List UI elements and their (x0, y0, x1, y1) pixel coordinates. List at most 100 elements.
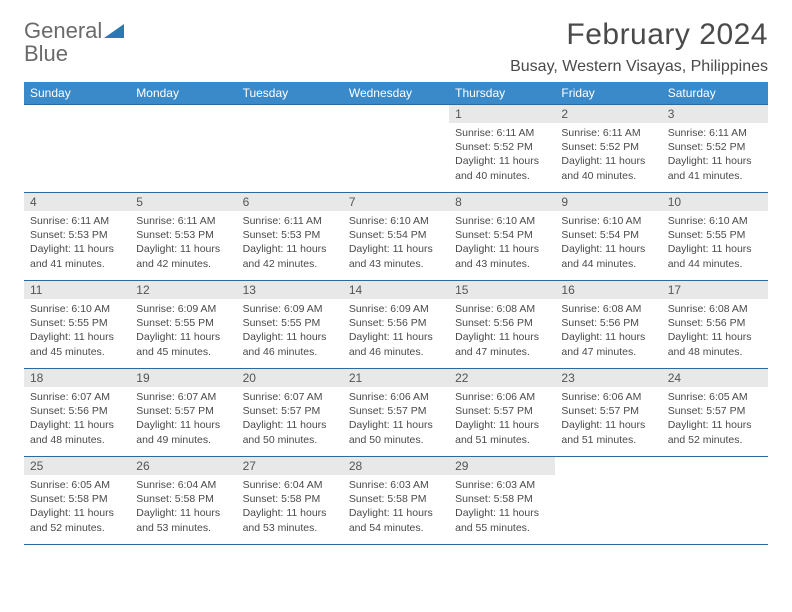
calendar-body: 1Sunrise: 6:11 AMSunset: 5:52 PMDaylight… (24, 104, 768, 544)
day-number: 13 (237, 280, 343, 299)
calendar-cell: 29Sunrise: 6:03 AMSunset: 5:58 PMDayligh… (449, 456, 555, 544)
calendar-cell: 10Sunrise: 6:10 AMSunset: 5:55 PMDayligh… (662, 192, 768, 280)
day-number: 8 (449, 192, 555, 211)
calendar-cell: 15Sunrise: 6:08 AMSunset: 5:56 PMDayligh… (449, 280, 555, 368)
day-details: Sunrise: 6:05 AMSunset: 5:58 PMDaylight:… (24, 475, 130, 544)
day-number: 11 (24, 280, 130, 299)
calendar-cell: 13Sunrise: 6:09 AMSunset: 5:55 PMDayligh… (237, 280, 343, 368)
day-number: 10 (662, 192, 768, 211)
day-details: Sunrise: 6:06 AMSunset: 5:57 PMDaylight:… (343, 387, 449, 456)
page-header: General Blue February 2024 Busay, Wester… (24, 18, 768, 76)
day-details: Sunrise: 6:09 AMSunset: 5:55 PMDaylight:… (237, 299, 343, 368)
day-number: 19 (130, 368, 236, 387)
day-details: Sunrise: 6:08 AMSunset: 5:56 PMDaylight:… (555, 299, 661, 368)
day-details: Sunrise: 6:09 AMSunset: 5:56 PMDaylight:… (343, 299, 449, 368)
calendar-cell: 19Sunrise: 6:07 AMSunset: 5:57 PMDayligh… (130, 368, 236, 456)
day-details: Sunrise: 6:11 AMSunset: 5:53 PMDaylight:… (130, 211, 236, 280)
weekday-header: Tuesday (237, 82, 343, 104)
brand-logo: General Blue (24, 20, 124, 66)
day-number-empty (555, 456, 661, 475)
day-number: 17 (662, 280, 768, 299)
logo-text-block: General Blue (24, 20, 124, 66)
calendar-cell (237, 104, 343, 192)
day-details: Sunrise: 6:09 AMSunset: 5:55 PMDaylight:… (130, 299, 236, 368)
day-details: Sunrise: 6:07 AMSunset: 5:57 PMDaylight:… (237, 387, 343, 456)
day-number: 15 (449, 280, 555, 299)
calendar-cell: 20Sunrise: 6:07 AMSunset: 5:57 PMDayligh… (237, 368, 343, 456)
day-details: Sunrise: 6:10 AMSunset: 5:54 PMDaylight:… (555, 211, 661, 280)
calendar-cell: 4Sunrise: 6:11 AMSunset: 5:53 PMDaylight… (24, 192, 130, 280)
day-number: 1 (449, 104, 555, 123)
calendar-cell (24, 104, 130, 192)
day-details: Sunrise: 6:08 AMSunset: 5:56 PMDaylight:… (662, 299, 768, 368)
day-number: 5 (130, 192, 236, 211)
day-number: 14 (343, 280, 449, 299)
calendar-cell: 21Sunrise: 6:06 AMSunset: 5:57 PMDayligh… (343, 368, 449, 456)
calendar-cell: 11Sunrise: 6:10 AMSunset: 5:55 PMDayligh… (24, 280, 130, 368)
day-details: Sunrise: 6:06 AMSunset: 5:57 PMDaylight:… (555, 387, 661, 456)
day-details: Sunrise: 6:11 AMSunset: 5:53 PMDaylight:… (237, 211, 343, 280)
calendar-cell: 28Sunrise: 6:03 AMSunset: 5:58 PMDayligh… (343, 456, 449, 544)
day-details: Sunrise: 6:03 AMSunset: 5:58 PMDaylight:… (343, 475, 449, 544)
calendar-cell (662, 456, 768, 544)
logo-triangle-icon (104, 24, 124, 43)
day-number: 18 (24, 368, 130, 387)
day-number: 27 (237, 456, 343, 475)
day-number: 3 (662, 104, 768, 123)
calendar-table: SundayMondayTuesdayWednesdayThursdayFrid… (24, 82, 768, 545)
day-details: Sunrise: 6:11 AMSunset: 5:52 PMDaylight:… (449, 123, 555, 192)
calendar-cell: 16Sunrise: 6:08 AMSunset: 5:56 PMDayligh… (555, 280, 661, 368)
weekday-header: Friday (555, 82, 661, 104)
day-number: 20 (237, 368, 343, 387)
calendar-cell: 9Sunrise: 6:10 AMSunset: 5:54 PMDaylight… (555, 192, 661, 280)
weekday-header: Sunday (24, 82, 130, 104)
day-number: 28 (343, 456, 449, 475)
day-number: 21 (343, 368, 449, 387)
calendar-cell: 7Sunrise: 6:10 AMSunset: 5:54 PMDaylight… (343, 192, 449, 280)
calendar-cell: 2Sunrise: 6:11 AMSunset: 5:52 PMDaylight… (555, 104, 661, 192)
day-details: Sunrise: 6:07 AMSunset: 5:57 PMDaylight:… (130, 387, 236, 456)
calendar-cell: 1Sunrise: 6:11 AMSunset: 5:52 PMDaylight… (449, 104, 555, 192)
day-number-empty (24, 104, 130, 123)
day-number: 22 (449, 368, 555, 387)
day-details: Sunrise: 6:11 AMSunset: 5:53 PMDaylight:… (24, 211, 130, 280)
day-number: 25 (24, 456, 130, 475)
day-number: 2 (555, 104, 661, 123)
day-number: 26 (130, 456, 236, 475)
day-number-empty (130, 104, 236, 123)
day-details: Sunrise: 6:04 AMSunset: 5:58 PMDaylight:… (237, 475, 343, 544)
day-details: Sunrise: 6:11 AMSunset: 5:52 PMDaylight:… (662, 123, 768, 192)
day-details: Sunrise: 6:10 AMSunset: 5:55 PMDaylight:… (662, 211, 768, 280)
day-number: 12 (130, 280, 236, 299)
day-number-empty (662, 456, 768, 475)
day-number: 4 (24, 192, 130, 211)
calendar-cell: 26Sunrise: 6:04 AMSunset: 5:58 PMDayligh… (130, 456, 236, 544)
day-details: Sunrise: 6:04 AMSunset: 5:58 PMDaylight:… (130, 475, 236, 544)
logo-word-blue: Blue (24, 41, 68, 66)
weekday-header: Saturday (662, 82, 768, 104)
calendar-cell: 12Sunrise: 6:09 AMSunset: 5:55 PMDayligh… (130, 280, 236, 368)
day-number: 24 (662, 368, 768, 387)
day-details: Sunrise: 6:10 AMSunset: 5:54 PMDaylight:… (449, 211, 555, 280)
day-details: Sunrise: 6:07 AMSunset: 5:56 PMDaylight:… (24, 387, 130, 456)
day-details: Sunrise: 6:10 AMSunset: 5:54 PMDaylight:… (343, 211, 449, 280)
day-details: Sunrise: 6:06 AMSunset: 5:57 PMDaylight:… (449, 387, 555, 456)
calendar-cell: 23Sunrise: 6:06 AMSunset: 5:57 PMDayligh… (555, 368, 661, 456)
calendar-cell: 27Sunrise: 6:04 AMSunset: 5:58 PMDayligh… (237, 456, 343, 544)
day-number: 29 (449, 456, 555, 475)
day-details: Sunrise: 6:03 AMSunset: 5:58 PMDaylight:… (449, 475, 555, 544)
calendar-cell (555, 456, 661, 544)
logo-word-general: General (24, 18, 102, 43)
weekday-header: Thursday (449, 82, 555, 104)
calendar-cell: 8Sunrise: 6:10 AMSunset: 5:54 PMDaylight… (449, 192, 555, 280)
day-details: Sunrise: 6:08 AMSunset: 5:56 PMDaylight:… (449, 299, 555, 368)
day-number: 9 (555, 192, 661, 211)
calendar-cell: 25Sunrise: 6:05 AMSunset: 5:58 PMDayligh… (24, 456, 130, 544)
day-number: 6 (237, 192, 343, 211)
calendar-page: General Blue February 2024 Busay, Wester… (0, 0, 792, 557)
calendar-cell (343, 104, 449, 192)
calendar-cell (130, 104, 236, 192)
day-details: Sunrise: 6:10 AMSunset: 5:55 PMDaylight:… (24, 299, 130, 368)
calendar-header-row: SundayMondayTuesdayWednesdayThursdayFrid… (24, 82, 768, 104)
location-subtitle: Busay, Western Visayas, Philippines (510, 58, 768, 76)
